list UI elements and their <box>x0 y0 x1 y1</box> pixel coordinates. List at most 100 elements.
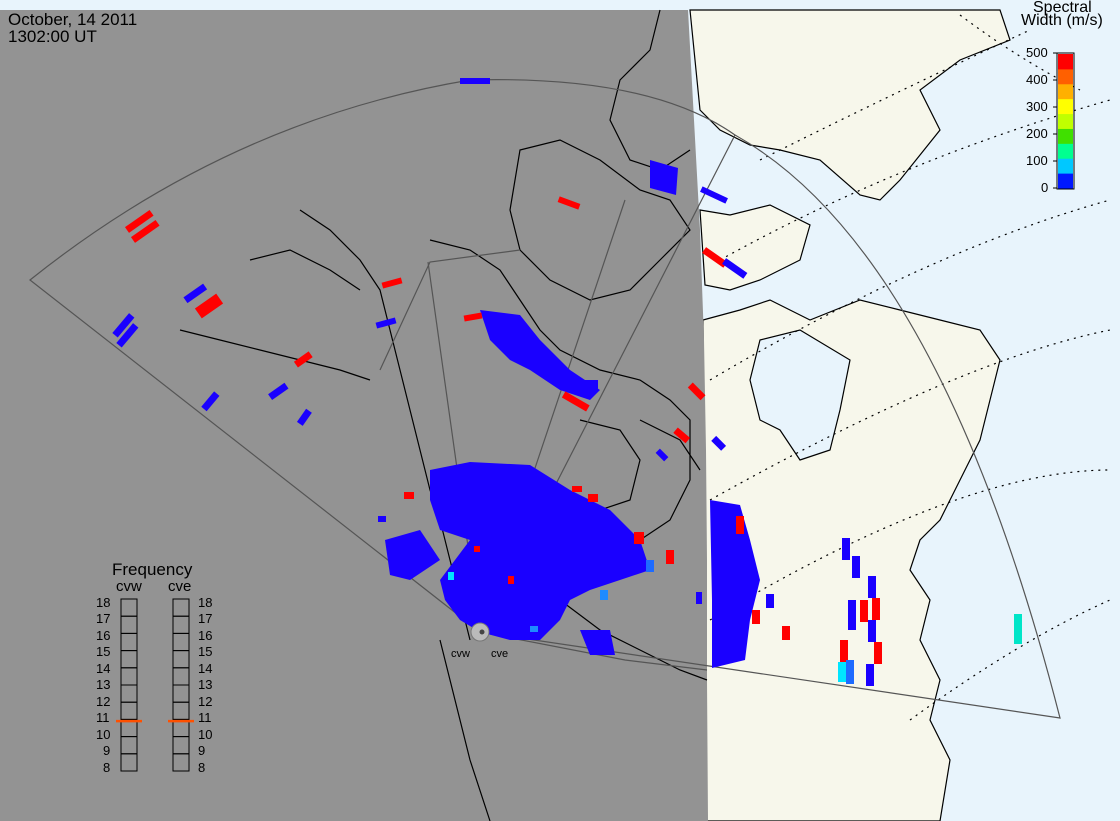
scatter-cell <box>1014 614 1022 644</box>
colorbar-cell <box>1058 54 1073 70</box>
scatter-cell <box>866 664 874 686</box>
frequency-cell <box>172 753 190 772</box>
colorbar-tick-label: 300 <box>1026 99 1048 114</box>
scatter-cell <box>194 293 224 319</box>
colorbar-title-line2: Width (m/s) <box>1021 12 1103 29</box>
scatter-cell <box>268 382 289 401</box>
site-dot <box>479 629 485 635</box>
frequency-scale-label: 8 <box>103 760 111 775</box>
scatter-cell <box>183 283 208 304</box>
scatter-cell <box>687 382 706 401</box>
scatter-cell <box>766 594 774 608</box>
scatter-cell <box>700 186 728 204</box>
colorbar-cells <box>1058 54 1073 189</box>
scatter-region-west <box>385 530 440 580</box>
colorbar-tick-label: 100 <box>1026 153 1048 168</box>
scatter-cell <box>557 196 581 210</box>
colorbar-cell <box>1058 98 1073 115</box>
frequency-scale-label: 13 <box>96 677 111 692</box>
scatter-cell <box>702 247 728 268</box>
colorbar-tick-label: 0 <box>1041 180 1049 195</box>
frequency-scale-label: 15 <box>198 644 213 659</box>
colorbar-tick-label: 500 <box>1026 45 1048 60</box>
scatter-cell <box>711 435 727 451</box>
scatter-cell <box>460 78 490 84</box>
scatter-cell <box>646 560 654 572</box>
frequency-cell <box>120 753 138 772</box>
scatter-cell <box>848 600 856 630</box>
scatter-cell <box>381 277 403 289</box>
scatter-cell <box>474 546 480 552</box>
scatter-cell <box>463 312 483 322</box>
colorbar-cell <box>1058 143 1073 159</box>
site-label-cve: cve <box>491 648 509 660</box>
frequency-scale-label: 14 <box>96 661 111 676</box>
scatter-cell <box>696 592 702 604</box>
scatter-region-south <box>580 630 615 655</box>
scatter-region-north <box>480 310 600 400</box>
scatter-streaks <box>112 78 1022 686</box>
colorbar-cell <box>1058 158 1073 174</box>
colorbar-cell <box>1058 128 1073 144</box>
frequency-title: Frequency <box>112 560 193 579</box>
frequency-scale-label: 18 <box>198 595 213 610</box>
scatter-region-arctic <box>650 160 678 195</box>
frequency-scale-label: 13 <box>198 677 213 692</box>
backscatter-cells <box>112 78 1022 686</box>
colorbar-cell <box>1058 173 1073 189</box>
scatter-cell <box>852 556 860 578</box>
frequency-scale-label: 12 <box>198 694 213 709</box>
scatter-cell <box>655 448 669 462</box>
scatter-cell <box>561 391 590 412</box>
frequency-scale-label: 10 <box>96 727 111 742</box>
scatter-cell <box>588 494 598 502</box>
scatter-cell <box>782 626 790 640</box>
scatter-cell <box>868 620 876 642</box>
colorbar-tick-label: 200 <box>1026 126 1048 141</box>
scatter-cell <box>634 532 644 544</box>
scatter-cell <box>666 550 674 564</box>
frequency-scale-label: 12 <box>96 694 111 709</box>
day-land <box>689 9 1011 821</box>
frequency-scale-label: 17 <box>96 611 111 626</box>
frequency-scale-label: 9 <box>103 743 111 758</box>
colorbar-tick-marks <box>1053 52 1057 189</box>
scatter-cell <box>130 219 160 243</box>
frequency-scale-label: 14 <box>198 661 213 676</box>
frequency-radar-label-cve: cve <box>168 578 192 595</box>
scatter-cell <box>840 640 848 662</box>
colorbar-cell <box>1058 68 1073 85</box>
scatter-cell <box>404 492 414 499</box>
scatter-cell <box>378 516 386 522</box>
colorbar-cell <box>1058 113 1073 129</box>
colorbar <box>1053 52 1075 190</box>
scatter-cell <box>673 427 691 444</box>
frequency-scale-label: 10 <box>198 727 213 742</box>
frequency-scale-label: 11 <box>96 710 110 725</box>
scatter-cell <box>375 317 397 329</box>
scatter-cell <box>752 610 760 624</box>
scatter-cell <box>872 598 880 620</box>
frequency-scale-label: 8 <box>198 760 206 775</box>
frequency-radar-label-cvw: cvw <box>116 578 142 595</box>
scatter-cell <box>846 660 854 684</box>
colorbar-tick-label: 400 <box>1026 72 1048 87</box>
scatter-cell <box>868 576 876 598</box>
frequency-bars <box>116 598 194 772</box>
scatter-cell <box>296 408 312 426</box>
scatter-cell <box>842 538 850 560</box>
frequency-bar-cve <box>172 598 190 772</box>
scatter-cell <box>838 662 846 682</box>
scatter-cell <box>508 576 514 584</box>
scatter-cell <box>116 323 139 348</box>
scatter-cell <box>722 258 748 279</box>
site-label-cvw: cvw <box>451 648 470 660</box>
colorbar-frame <box>1056 52 1075 190</box>
scatter-region-east <box>710 500 760 668</box>
frequency-scale-label: 18 <box>96 595 111 610</box>
frequency-scale-label: 16 <box>96 628 111 643</box>
frequency-scale-label: 16 <box>198 628 213 643</box>
date-label: October, 14 2011 <box>8 10 138 29</box>
colorbar-title-line1: Spectral <box>1033 0 1092 16</box>
